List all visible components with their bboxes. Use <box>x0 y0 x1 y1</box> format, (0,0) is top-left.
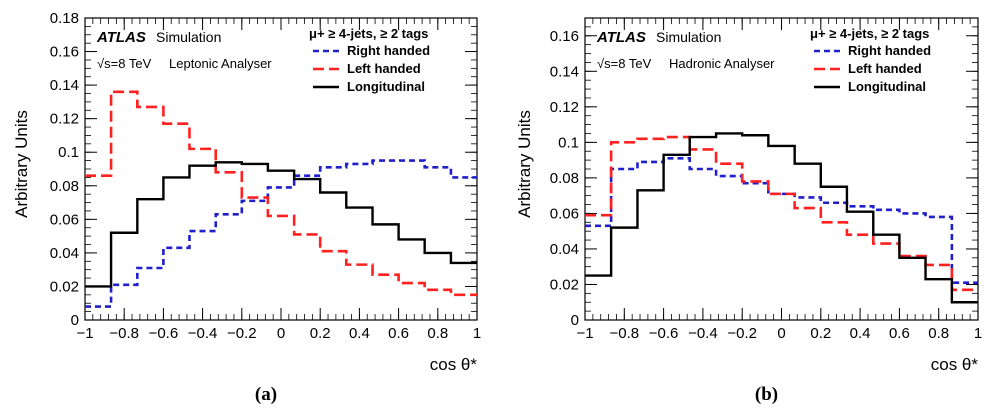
legend-entry: Longitudinal <box>848 79 926 94</box>
x-tick-label: −0.8 <box>109 325 139 342</box>
series-right-handed <box>85 159 477 308</box>
y-tick-label: 0.04 <box>550 241 579 258</box>
x-tick-label: −0.4 <box>688 325 718 342</box>
y-tick-label: 0.16 <box>50 44 79 61</box>
y-tick-label: 0.18 <box>50 10 79 27</box>
x-tick-label: −0.4 <box>188 325 218 342</box>
y-tick-label: 0.1 <box>558 134 579 151</box>
legend-title: μ+ ≥ 4-jets, ≥ 2 tags <box>309 26 428 41</box>
y-tick-label: 0.06 <box>50 211 79 228</box>
x-tick-label: 0 <box>777 325 785 342</box>
x-tick-label: 0.8 <box>928 325 949 342</box>
y-tick-label: 0.1 <box>58 144 79 161</box>
atlas-label: ATLAS <box>96 29 146 46</box>
x-tick-label: 0 <box>277 325 285 342</box>
energy-label: √s=8 TeV <box>597 56 652 71</box>
atlas-label: ATLAS <box>596 29 646 46</box>
panel-label: (b) <box>755 384 778 405</box>
x-tick-label: 0.4 <box>850 325 871 342</box>
y-tick-label: 0.06 <box>550 205 579 222</box>
x-tick-label: −1 <box>576 325 593 342</box>
y-tick-label: 0.14 <box>550 63 579 80</box>
chart-panel-2: 0 0.02 0.04 0.06 0.08 0.1 0.12 0.14 0.16 −1 −0.8 −0… <box>515 17 982 405</box>
legend-entry: Left handed <box>848 61 922 76</box>
x-tick-label: 0.2 <box>810 325 831 342</box>
legend-entry: Right handed <box>347 43 430 58</box>
legend-entry: Right handed <box>848 43 931 58</box>
x-axis-title: cos θ* <box>931 355 979 374</box>
series-left-handed <box>585 135 978 292</box>
x-tick-label: 0.8 <box>427 325 448 342</box>
x-tick-label: −1 <box>76 325 93 342</box>
y-tick-label: 0.02 <box>50 278 79 295</box>
energy-label: √s=8 TeV <box>97 56 152 71</box>
simulation-label: Simulation <box>156 29 221 45</box>
y-tick-label: 0.04 <box>50 245 79 262</box>
legend-entry: Left handed <box>347 61 421 76</box>
series-right-handed <box>585 157 978 284</box>
y-tick-label: 0.12 <box>50 111 79 128</box>
y-tick-label: 0.16 <box>550 28 579 45</box>
panel-label: (a) <box>255 384 277 405</box>
y-tick-label: 0.02 <box>550 276 579 293</box>
chart-panel-1: 0 0.02 0.04 0.06 0.08 0.1 0.12 0.14 0.16 0.18 −1 −0… <box>12 10 481 405</box>
analyser-label: Hadronic Analyser <box>669 56 775 71</box>
y-tick-label: 0.12 <box>550 99 579 116</box>
series-longitudinal <box>585 132 978 304</box>
x-tick-label: 0.6 <box>388 325 409 342</box>
legend-title: μ+ ≥ 4-jets, ≥ 2 tags <box>810 26 929 41</box>
x-tick-label: 0.6 <box>889 325 910 342</box>
x-tick-label: 1 <box>974 325 982 342</box>
x-tick-label: −0.2 <box>227 325 257 342</box>
x-tick-label: −0.6 <box>649 325 679 342</box>
x-tick-label: −0.2 <box>727 325 757 342</box>
y-tick-label: 0 <box>571 312 579 329</box>
y-tick-label: 0.08 <box>50 178 79 195</box>
series-longitudinal <box>85 161 477 288</box>
x-axis-title: cos θ* <box>430 355 478 374</box>
x-tick-label: 0.2 <box>310 325 331 342</box>
y-tick-label: 0.14 <box>50 77 79 94</box>
y-axis-title: Arbitrary Units <box>12 110 31 218</box>
series-left-handed <box>85 90 477 297</box>
legend-entry: Longitudinal <box>347 79 425 94</box>
y-axis-title: Arbitrary Units <box>515 110 534 218</box>
simulation-label: Simulation <box>656 29 721 45</box>
x-tick-label: 0.4 <box>349 325 370 342</box>
x-tick-label: −0.6 <box>149 325 179 342</box>
x-tick-label: −0.8 <box>609 325 639 342</box>
y-tick-label: 0 <box>71 312 79 329</box>
analyser-label: Leptonic Analyser <box>169 56 272 71</box>
x-tick-label: 1 <box>473 325 481 342</box>
y-tick-label: 0.08 <box>550 170 579 187</box>
